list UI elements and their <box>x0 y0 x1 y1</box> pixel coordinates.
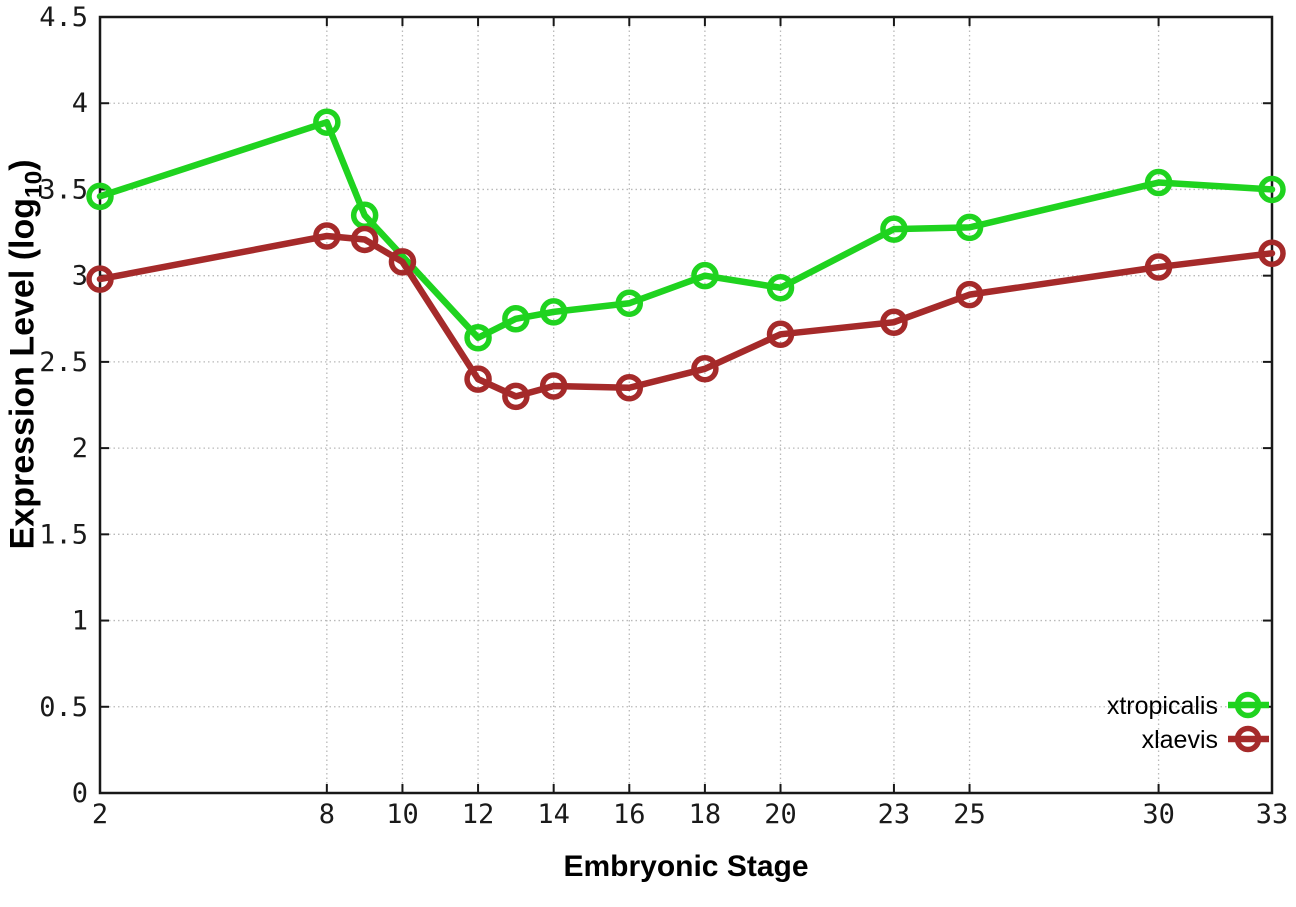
x-tick-label: 2 <box>92 799 108 830</box>
data-point-xtropicalis <box>880 215 908 243</box>
data-point-xlaevis <box>502 382 530 411</box>
data-point-xlaevis <box>691 355 719 383</box>
y-tick-label: 3.5 <box>39 174 88 205</box>
x-tick-label: 30 <box>1142 799 1175 830</box>
plot-border <box>98 15 1274 795</box>
y-tick-label: 1.5 <box>39 519 88 550</box>
data-point-xtropicalis <box>766 273 795 302</box>
x-tick-label: 14 <box>537 799 570 830</box>
data-point-xlaevis <box>86 265 114 293</box>
x-tick-label: 8 <box>319 799 335 830</box>
legend-marker-xlaevis <box>1234 725 1262 753</box>
data-point-xtropicalis <box>464 323 492 352</box>
data-point-xlaevis <box>539 372 568 400</box>
data-point-xtropicalis <box>691 261 719 290</box>
x-tick-label: 33 <box>1256 799 1289 830</box>
data-point-xlaevis <box>1258 239 1286 267</box>
y-axis-title-subscript: 10 <box>20 170 48 198</box>
legend-marker-xtropicalis <box>1234 691 1262 719</box>
y-tick-label: 0 <box>72 778 88 809</box>
x-tick-label: 16 <box>613 799 646 830</box>
x-tick-label: 10 <box>386 799 419 830</box>
y-tick-label: 2.5 <box>39 347 88 378</box>
data-point-xlaevis <box>464 365 492 393</box>
data-point-xlaevis <box>313 222 341 250</box>
data-point-xlaevis <box>388 248 417 276</box>
data-point-xtropicalis <box>615 289 644 318</box>
y-tick-label: 4 <box>72 88 88 119</box>
data-point-xtropicalis <box>502 305 530 333</box>
legend-label-xtropicalis: xtropicalis <box>1107 692 1218 720</box>
y-tick-label: 4.5 <box>39 2 88 33</box>
data-point-xlaevis <box>1144 253 1173 281</box>
data-point-xtropicalis <box>539 298 568 326</box>
x-tick-label: 20 <box>764 799 797 830</box>
y-tick-label: 3 <box>72 261 88 292</box>
series-line-xlaevis <box>96 232 1276 400</box>
x-tick-label: 23 <box>878 799 911 830</box>
y-axis-title-suffix: ) <box>3 159 42 171</box>
data-point-xlaevis <box>955 280 984 309</box>
data-point-xlaevis <box>880 308 908 336</box>
y-tick-label: 1 <box>72 606 88 637</box>
data-point-xlaevis <box>350 225 379 254</box>
x-axis-title: Embryonic Stage <box>563 850 809 883</box>
y-axis-title-text: Expression Level (log <box>3 197 42 550</box>
y-tick-label: 0.5 <box>39 692 88 723</box>
series-line-xtropicalis <box>96 118 1276 341</box>
data-point-xlaevis <box>766 320 795 349</box>
x-tick-label: 18 <box>689 799 722 830</box>
data-point-xtropicalis <box>1258 175 1286 204</box>
data-point-xtropicalis <box>1144 168 1173 197</box>
legend-label-xlaevis: xlaevis <box>1142 726 1218 754</box>
data-point-xtropicalis <box>955 213 984 242</box>
y-axis-title: Expression Level (log10) <box>4 94 49 614</box>
x-tick-label: 25 <box>953 799 986 830</box>
x-tick-label: 12 <box>462 799 495 830</box>
data-point-xtropicalis <box>313 108 341 136</box>
data-point-xlaevis <box>615 374 644 402</box>
y-tick-label: 2 <box>72 433 88 464</box>
data-point-xtropicalis <box>86 182 114 211</box>
